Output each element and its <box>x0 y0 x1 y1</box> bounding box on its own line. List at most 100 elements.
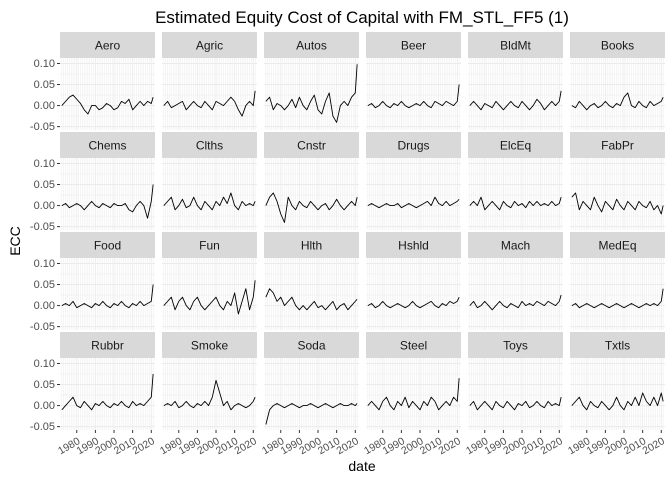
series-line <box>163 192 256 211</box>
series-line <box>367 378 460 411</box>
series-line <box>265 64 358 123</box>
panel-background <box>264 158 359 230</box>
facet-panel: ElcEq <box>468 132 563 230</box>
y-tick-label: 0.05 <box>34 79 55 91</box>
series-line <box>61 373 154 411</box>
strip-label: Chems <box>88 139 126 153</box>
x-axis-label: date <box>348 458 375 474</box>
facet-panel: FabPr <box>570 132 665 230</box>
strip-label: Cnstr <box>297 139 326 153</box>
facet-panel: Beer <box>366 32 461 130</box>
panel-background <box>264 58 359 130</box>
strip-background <box>264 32 359 58</box>
series-line <box>265 192 358 223</box>
y-tick-label: -0.05 <box>30 221 55 233</box>
series-line <box>571 192 664 215</box>
facet-panel: Food -0.05 0.00 0.05 0.10 <box>30 232 155 333</box>
strip-background <box>366 332 461 358</box>
series-line <box>571 92 664 111</box>
strip-label: Drugs <box>397 139 429 153</box>
strip-label: Steel <box>400 339 427 353</box>
facet-panel: Hlth <box>264 232 359 330</box>
panel-background <box>162 258 257 330</box>
strip-label: Toys <box>503 339 528 353</box>
facet-panels: Aero -0.05 0.00 0.05 0.10 Agric Autos Beer BldMt… <box>30 32 667 457</box>
panel-background <box>162 158 257 230</box>
facet-panel: Chems -0.05 0.00 0.05 0.10 <box>30 132 155 233</box>
facet-panel: Mach <box>468 232 563 330</box>
strip-background <box>264 132 359 158</box>
series-line <box>265 288 358 311</box>
strip-background <box>570 232 665 258</box>
panel-background <box>60 58 155 130</box>
strip-label: Mach <box>501 239 530 253</box>
y-axis-label: ECC <box>7 226 23 256</box>
strip-background <box>60 132 155 158</box>
strip-background <box>570 32 665 58</box>
panel-background <box>60 258 155 330</box>
panel-background <box>162 358 257 430</box>
panel-background <box>366 358 461 430</box>
y-tick-label: -0.05 <box>30 421 55 433</box>
strip-label: Hshld <box>398 239 429 253</box>
panel-background <box>264 358 359 430</box>
panel-background <box>468 258 563 330</box>
strip-background <box>264 332 359 358</box>
panel-background <box>570 158 665 230</box>
y-tick-label: 0.05 <box>34 379 55 391</box>
strip-label: Smoke <box>191 339 229 353</box>
panel-background <box>162 58 257 130</box>
strip-label: Autos <box>296 39 327 53</box>
y-tick-label: -0.05 <box>30 321 55 333</box>
panel-background <box>570 58 665 130</box>
y-tick-label: 0.00 <box>34 100 55 112</box>
facet-panel: Clths <box>162 132 257 230</box>
strip-background <box>60 232 155 258</box>
strip-label: Books <box>601 39 634 53</box>
y-tick-label: 0.00 <box>34 300 55 312</box>
panel-background <box>570 258 665 330</box>
y-tick-label: 0.10 <box>34 258 55 270</box>
strip-background <box>570 132 665 158</box>
panel-background <box>468 158 563 230</box>
series-line <box>367 296 460 309</box>
panel-background <box>570 358 665 430</box>
strip-background <box>162 132 257 158</box>
strip-background <box>468 132 563 158</box>
strip-label: ElcEq <box>500 139 531 153</box>
panel-background <box>468 58 563 130</box>
y-tick-label: 0.10 <box>34 58 55 70</box>
series-line <box>469 397 562 411</box>
facet-panel: Fun <box>162 232 257 330</box>
strip-label: Hlth <box>301 239 322 253</box>
series-line <box>367 196 460 209</box>
strip-label: BldMt <box>500 39 531 53</box>
facet-panel: Aero -0.05 0.00 0.05 0.10 <box>30 32 155 133</box>
strip-background <box>468 332 563 358</box>
panel-background <box>60 158 155 230</box>
strip-background <box>162 232 257 258</box>
facet-panel: Agric <box>162 32 257 130</box>
strip-label: FabPr <box>601 139 634 153</box>
strip-background <box>468 32 563 58</box>
series-line <box>469 196 562 211</box>
strip-label: Aero <box>95 39 121 53</box>
y-tick-label: 0.10 <box>34 158 55 170</box>
facet-panel: Books <box>570 32 665 130</box>
strip-background <box>162 332 257 358</box>
strip-background <box>366 32 461 58</box>
series-line <box>61 284 154 309</box>
series-line <box>571 288 664 309</box>
strip-label: Rubbr <box>91 339 124 353</box>
facet-panel: Hshld <box>366 232 461 330</box>
series-line <box>469 294 562 311</box>
y-tick-label: 0.00 <box>34 200 55 212</box>
series-line <box>265 403 358 425</box>
strip-label: Agric <box>196 39 223 53</box>
strip-background <box>162 32 257 58</box>
strip-label: Beer <box>401 39 426 53</box>
series-line <box>61 184 154 219</box>
series-line <box>163 90 256 117</box>
